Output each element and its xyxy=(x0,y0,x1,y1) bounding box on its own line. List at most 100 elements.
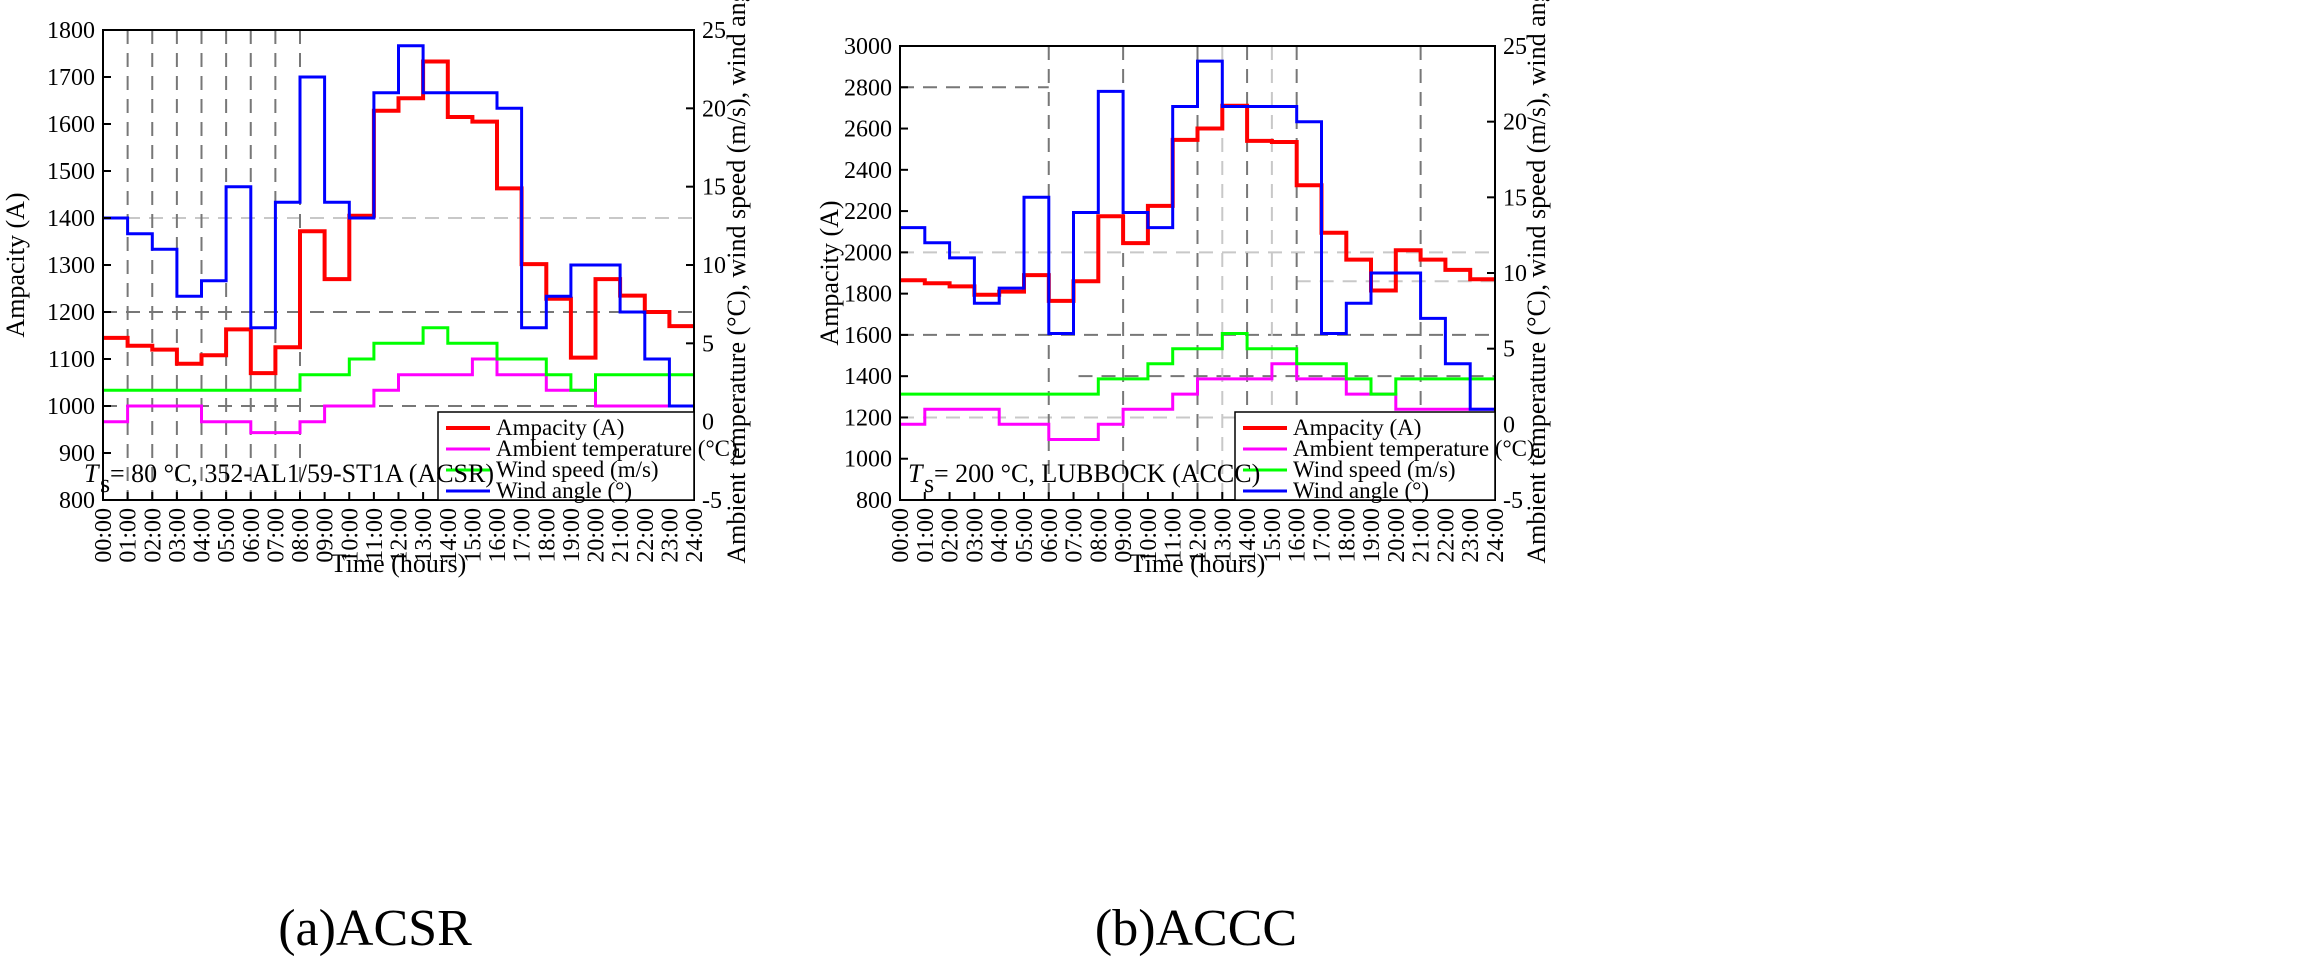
y-tick-label: 1000 xyxy=(47,394,95,420)
x-tick-label: 24:00 xyxy=(1483,508,1509,563)
x-tick-label: 08:00 xyxy=(288,508,314,563)
x-tick-label: 15:00 xyxy=(460,508,486,563)
x-tick-label: 22:00 xyxy=(633,508,659,563)
y-tick-label: 1400 xyxy=(47,206,95,232)
y2-tick-label: 0 xyxy=(702,410,714,436)
y-tick-label: 1600 xyxy=(844,323,892,349)
series-line-wind-speed-m-s xyxy=(103,326,694,392)
x-tick-label: 04:00 xyxy=(987,508,1013,563)
x-tick-label: 22:00 xyxy=(1433,508,1459,563)
y-axis-label: Ampacity (A) xyxy=(1,192,30,337)
y-tick-label: 1600 xyxy=(47,112,95,138)
y-tick-label: 2600 xyxy=(844,117,892,143)
x-tick-label: 18:00 xyxy=(534,508,560,563)
x-tick-label: 07:00 xyxy=(263,508,289,563)
x-tick-label: 09:00 xyxy=(1111,508,1137,563)
x-tick-label: 18:00 xyxy=(1334,508,1360,563)
x-tick-label: 11:00 xyxy=(362,508,388,562)
x-tick-label: 09:00 xyxy=(313,508,339,563)
annotation-symbol: T xyxy=(908,459,924,488)
chart-a-acsr: 800 900 1000 1100 1200 1300 1400 1500 1600 1700 18… xyxy=(1,0,751,957)
y-tick-label: 1300 xyxy=(47,253,95,279)
x-tick-label: 21:00 xyxy=(608,508,634,563)
y2-tick-label: 25 xyxy=(1503,34,1527,60)
legend-entry: Ambient temperature (°C) xyxy=(496,436,738,461)
figure-caption: (a)ACSR xyxy=(278,900,472,957)
x-tick-label: 14:00 xyxy=(436,508,462,563)
y-tick-label: 1800 xyxy=(47,18,95,44)
legend-entry: Wind angle (°) xyxy=(496,478,632,503)
x-tick-label: 11:00 xyxy=(1161,508,1187,562)
y-tick-label: 1100 xyxy=(48,347,95,373)
x-tick-label: 01:00 xyxy=(116,508,142,563)
y2-tick-label: -5 xyxy=(1503,488,1523,514)
legend-entry: Ambient temperature (°C) xyxy=(1293,436,1535,461)
x-tick-label: 20:00 xyxy=(1384,508,1410,563)
x-tick-label: 07:00 xyxy=(1062,508,1088,563)
x-tick-label: 03:00 xyxy=(165,508,191,563)
x-tick-label: 00:00 xyxy=(91,508,117,563)
x-tick-label: 12:00 xyxy=(387,508,413,563)
x-tick-label: 01:00 xyxy=(913,508,939,563)
y2-tick-label: -5 xyxy=(702,488,722,514)
y-tick-label: 2200 xyxy=(844,199,892,225)
y2-tick-label: 15 xyxy=(1503,185,1527,211)
x-tick-label: 04:00 xyxy=(190,508,216,563)
x-tick-label: 23:00 xyxy=(1458,508,1484,563)
y-tick-label: 1800 xyxy=(844,282,892,308)
y2-tick-label: 10 xyxy=(702,253,726,279)
x-axis-label: Time (hours) xyxy=(1130,549,1266,578)
y-tick-label: 3000 xyxy=(844,34,892,60)
y2-tick-label: 5 xyxy=(1503,337,1515,363)
y2-tick-label: 20 xyxy=(702,96,726,122)
x-tick-label: 13:00 xyxy=(1210,508,1236,563)
legend-entry: Ampacity (A) xyxy=(496,415,624,440)
chart-b-accc: 800 1000 1200 1400 1600 1800 2000 2200 2400 2600 2… xyxy=(815,0,1551,957)
x-tick-label: 08:00 xyxy=(1086,508,1112,563)
y-tick-label: 1400 xyxy=(844,364,892,390)
x-tick-label: 21:00 xyxy=(1409,508,1435,563)
x-tick-label: 20:00 xyxy=(584,508,610,563)
y-tick-label: 2800 xyxy=(844,75,892,101)
y2-axis-label: Ambient temperature (°C), wind speed (m/… xyxy=(722,0,751,564)
y-tick-label: 2000 xyxy=(844,240,892,266)
legend-entry: Wind speed (m/s) xyxy=(1293,457,1456,482)
x-tick-label: 02:00 xyxy=(140,508,166,563)
y-tick-label: 800 xyxy=(59,488,95,514)
x-tick-label: 06:00 xyxy=(239,508,265,563)
y-axis-label: Ampacity (A) xyxy=(815,200,844,345)
y-tick-label: 1500 xyxy=(47,159,95,185)
y2-tick-label: 15 xyxy=(702,175,726,201)
y2-tick-label: 20 xyxy=(1503,110,1527,136)
x-tick-label: 15:00 xyxy=(1260,508,1286,563)
y-tick-label: 1700 xyxy=(47,65,95,91)
x-tick-label: 10:00 xyxy=(337,508,363,563)
x-tick-label: 16:00 xyxy=(485,508,511,563)
annotation-text: = 80 °C, 352-AL1/59-ST1A (ACSR) xyxy=(110,459,494,488)
x-tick-label: 02:00 xyxy=(938,508,964,563)
x-tick-label: 12:00 xyxy=(1186,508,1212,563)
x-tick-label: 03:00 xyxy=(962,508,988,563)
x-tick-label: 13:00 xyxy=(411,508,437,563)
x-tick-label: 23:00 xyxy=(657,508,683,563)
x-tick-label: 17:00 xyxy=(1309,508,1335,563)
y-tick-label: 1200 xyxy=(47,300,95,326)
x-tick-label: 05:00 xyxy=(1012,508,1038,563)
legend-entry: Ampacity (A) xyxy=(1293,415,1421,440)
x-tick-label: 14:00 xyxy=(1235,508,1261,563)
annotation-text: = 200 °C, LUBBOCK (ACCC) xyxy=(934,459,1260,488)
x-tick-label: 19:00 xyxy=(1359,508,1385,563)
y2-tick-label: 5 xyxy=(702,331,714,357)
y-tick-label: 1200 xyxy=(844,405,892,431)
figure-caption: (b)ACCC xyxy=(1095,900,1297,957)
x-tick-label: 19:00 xyxy=(559,508,585,563)
y2-tick-label: 0 xyxy=(1503,412,1515,438)
x-tick-label: 24:00 xyxy=(682,508,708,563)
x-tick-label: 06:00 xyxy=(1037,508,1063,563)
y2-axis-label: Ambient temperature (°C), wind speed (m/… xyxy=(1522,0,1551,564)
x-tick-label: 10:00 xyxy=(1136,508,1162,563)
series-line-wind-angle xyxy=(900,59,1495,411)
legend-entry: Wind angle (°) xyxy=(1293,478,1429,503)
series-line-ampacity-a xyxy=(103,59,694,376)
